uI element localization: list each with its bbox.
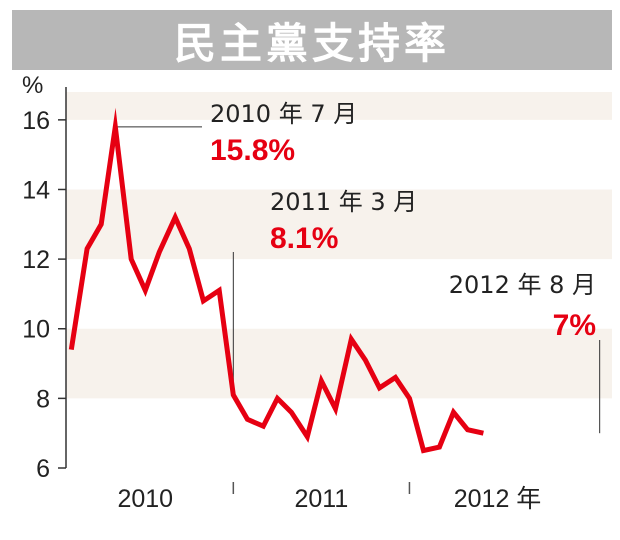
series-line	[68, 107, 484, 454]
y-tick-label-10: 10	[22, 316, 50, 344]
y-tick-label-6: 6	[36, 455, 50, 483]
annotation-value-2: 7%	[553, 309, 596, 342]
y-tick-label-14: 14	[22, 176, 50, 204]
x-tick-label-1: 2011	[295, 485, 349, 513]
x-tick-label-2: 2012 年	[454, 485, 542, 513]
annotation-label-1: 2011 年 3 月	[270, 188, 417, 216]
y-tick-label-8: 8	[36, 385, 50, 413]
y-tick-label-12: 12	[22, 246, 50, 274]
y-axis-unit: %	[22, 72, 43, 99]
title-bar: 民主黨支持率	[12, 10, 612, 70]
grid-band-1	[66, 189, 612, 260]
grid-band-2	[66, 92, 612, 120]
annotation-label-2: 2012 年 8 月	[449, 271, 596, 299]
annotation-value-0: 15.8%	[210, 134, 295, 167]
annotation-value-1: 8.1%	[270, 222, 338, 255]
x-tick-label-0: 2010	[117, 485, 173, 513]
chart-title: 民主黨支持率	[173, 18, 450, 68]
annotation-label-0: 2010 年 7 月	[210, 100, 357, 128]
y-tick-label-16: 16	[22, 107, 50, 135]
